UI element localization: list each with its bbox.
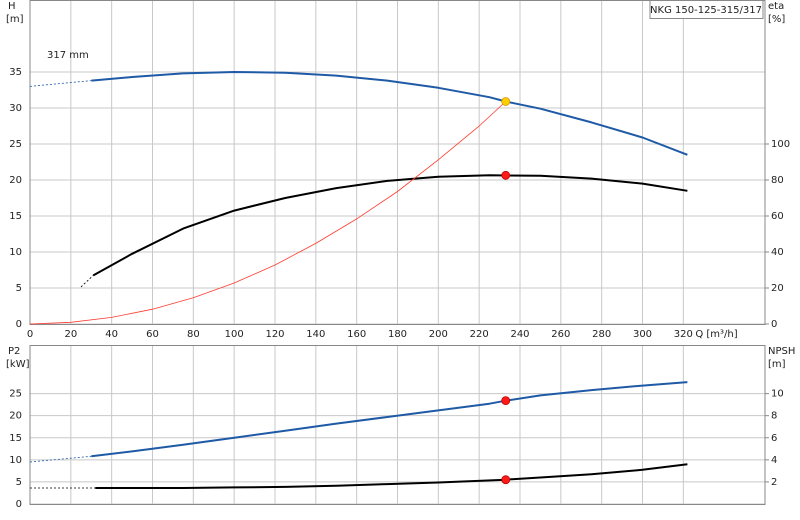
x-tick-label: 200	[429, 329, 448, 340]
duty-point	[501, 170, 511, 180]
y2-tick-label: 20	[771, 283, 784, 294]
title-box	[649, 0, 764, 19]
x-tick-label: 60	[146, 329, 159, 340]
y2-tick-label: 40	[771, 247, 784, 258]
x-axis-label: Q [m³/h]	[695, 329, 737, 340]
y2-axis-label: NPSH	[768, 346, 795, 357]
y-tick-label: 10	[9, 247, 22, 258]
y2-tick-label: 60	[771, 211, 784, 222]
y-tick-label: 5	[16, 477, 22, 488]
curve	[29, 80, 92, 87]
x-tick-label: 220	[470, 329, 489, 340]
y2-tick-label: 100	[771, 139, 790, 150]
y-tick-label: 20	[9, 175, 22, 186]
curve	[91, 381, 688, 458]
y2-tick-label: 8	[771, 411, 777, 422]
y2-tick-label: 0	[771, 319, 777, 330]
x-tick-label: 120	[265, 329, 284, 340]
y-tick-label: 15	[9, 211, 22, 222]
x-tick-label: 100	[225, 329, 244, 340]
curve	[95, 463, 688, 489]
y-axis-unit: [m]	[6, 14, 24, 25]
x-tick-label: 280	[592, 329, 611, 340]
curve	[80, 275, 94, 288]
x-tick-label: 320	[674, 329, 693, 340]
x-tick-label: 180	[388, 329, 407, 340]
annotation: 317 mm	[47, 50, 89, 61]
y2-axis-unit: [%]	[768, 14, 785, 25]
curve	[29, 101, 506, 325]
y2-tick-label: 2	[771, 477, 777, 488]
y-tick-label: 0	[16, 319, 22, 330]
curve	[29, 455, 92, 463]
y-tick-label: 25	[9, 139, 22, 150]
y2-tick-label: 4	[771, 455, 777, 466]
x-tick-label: 80	[187, 329, 200, 340]
y-tick-label: 15	[9, 433, 22, 444]
chart-title: NKG 150-125-315/317	[650, 5, 762, 16]
y2-axis-unit: [m]	[768, 359, 786, 370]
x-tick-label: 140	[306, 329, 325, 340]
y-tick-label: 10	[9, 455, 22, 466]
y-axis-label: H	[8, 1, 16, 12]
y2-tick-label: 6	[771, 433, 777, 444]
y-tick-label: 35	[9, 67, 22, 78]
x-tick-label: 240	[510, 329, 529, 340]
y-axis-label: P2	[8, 346, 20, 357]
y-axis-unit: [kW]	[6, 359, 30, 370]
x-tick-label: 260	[551, 329, 570, 340]
plot-frame	[29, 345, 766, 505]
y2-tick-label: 80	[771, 175, 784, 186]
y2-axis-label: eta	[768, 1, 784, 12]
curve	[91, 71, 688, 156]
x-tick-label: 0	[27, 329, 33, 340]
curve	[92, 174, 688, 277]
x-tick-label: 20	[64, 329, 77, 340]
x-tick-label: 160	[347, 329, 366, 340]
y-tick-label: 25	[9, 389, 22, 400]
x-tick-label: 300	[633, 329, 652, 340]
plot-frame	[29, 0, 766, 325]
y2-tick-label: 10	[771, 389, 784, 400]
duty-point	[501, 475, 511, 485]
y-tick-label: 0	[16, 499, 22, 510]
y-tick-label: 30	[9, 103, 22, 114]
x-tick-label: 40	[105, 329, 118, 340]
y-tick-label: 20	[9, 411, 22, 422]
duty-point	[501, 97, 511, 106]
y-tick-label: 5	[16, 283, 22, 294]
duty-point	[501, 396, 511, 406]
